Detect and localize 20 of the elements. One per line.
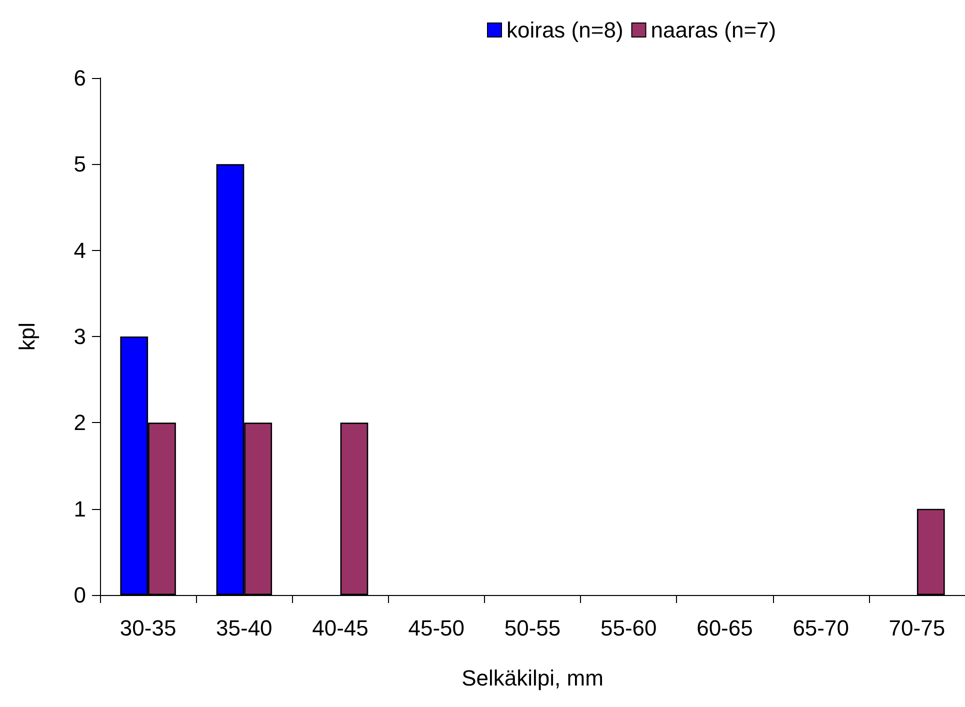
x-tick-label: 60-65: [696, 616, 753, 640]
y-tick-label: 3: [74, 324, 86, 349]
x-tick-label: 55-60: [600, 616, 657, 640]
x-tick-label: 45-50: [408, 616, 465, 640]
legend-label: koiras (n=8): [506, 18, 624, 42]
y-tick-label: 4: [74, 238, 86, 263]
x-tick-label: 30-35: [120, 616, 176, 640]
y-tick-label: 6: [74, 66, 86, 90]
x-axis-title: Selkäkilpi, mm: [462, 666, 604, 690]
x-tick-label: 40-45: [312, 616, 368, 640]
y-tick-label: 5: [74, 152, 86, 177]
x-tick-label: 35-40: [216, 616, 272, 640]
x-tick-label: 70-75: [888, 616, 946, 640]
x-tick-label: 50-55: [504, 616, 561, 640]
y-tick-label: 0: [74, 582, 86, 608]
x-tick-label: 65-70: [792, 616, 849, 640]
y-axis-title: kpl: [14, 322, 40, 351]
y-tick-label: 2: [74, 410, 86, 436]
legend-label: naaras (n=7): [650, 18, 776, 42]
y-tick-label: 1: [74, 496, 86, 522]
